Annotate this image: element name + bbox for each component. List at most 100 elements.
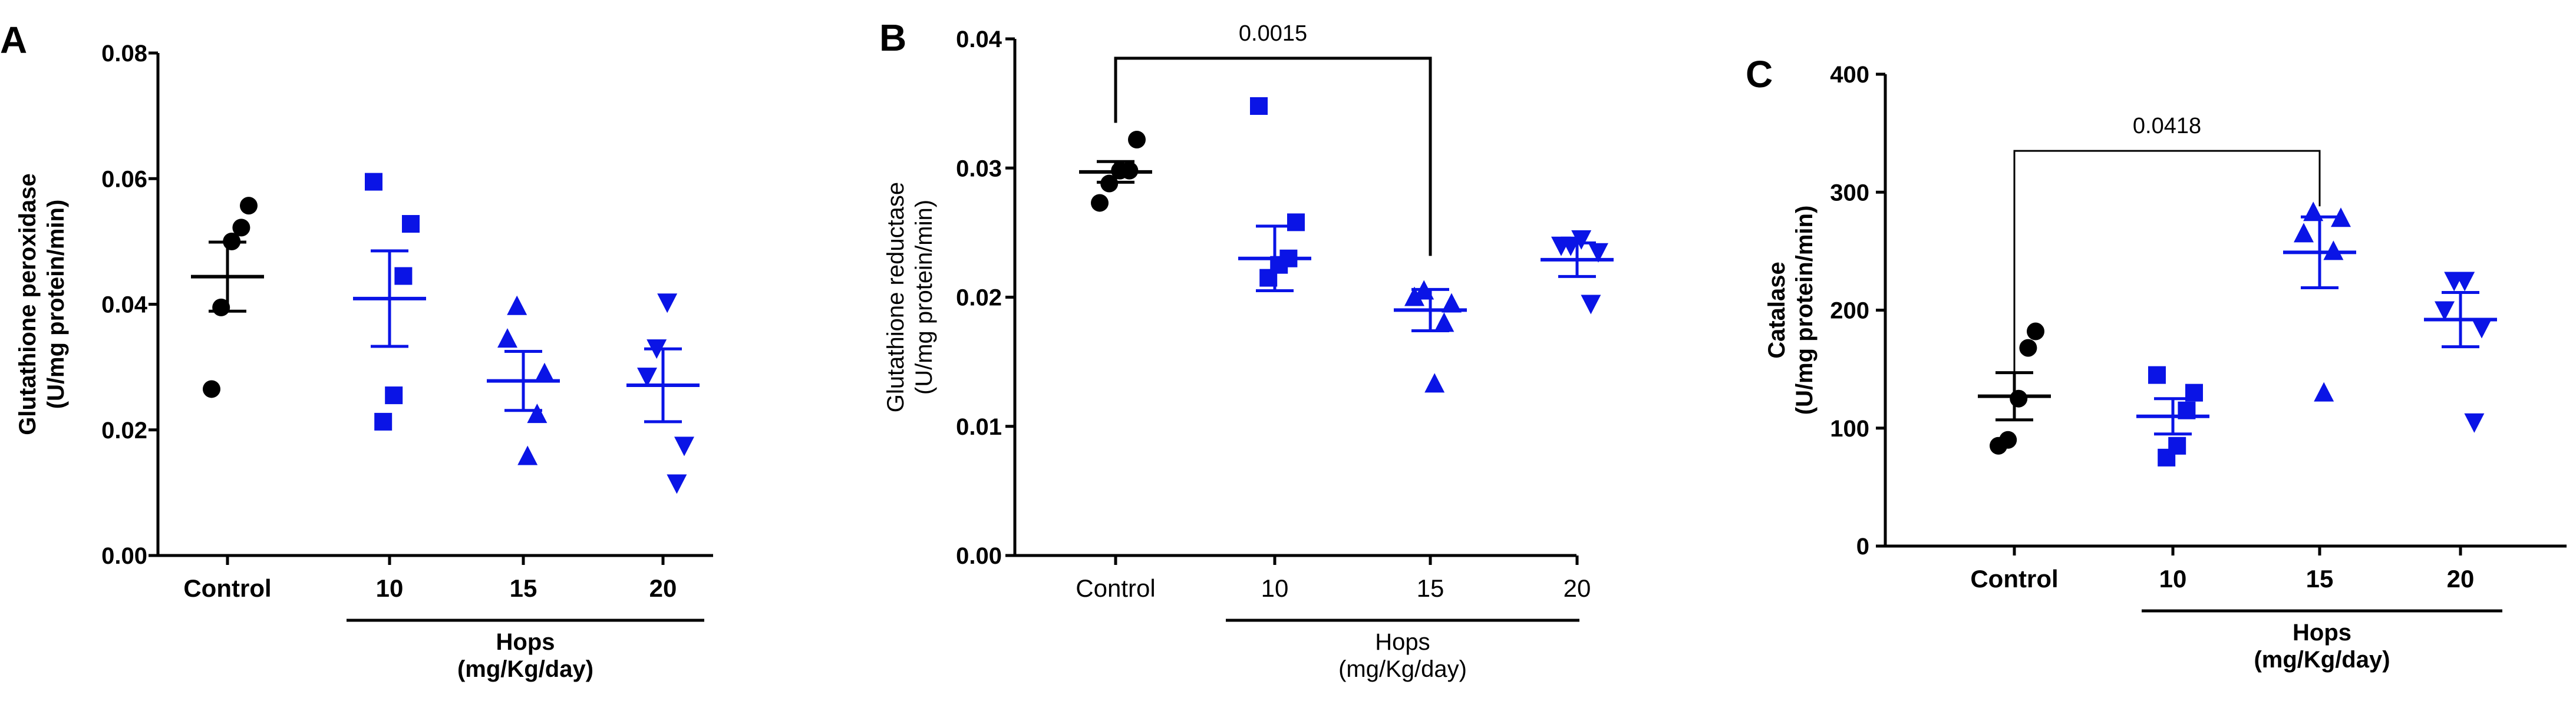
y-axis-unit: (U/mg protein/min): [1792, 206, 1818, 415]
panel-letter: C: [1746, 53, 1773, 95]
y-tick-label: 0.02: [101, 418, 147, 444]
data-point: [1434, 312, 1454, 332]
data-point: [2455, 272, 2475, 292]
data-point: [674, 437, 694, 457]
data-point: [535, 362, 555, 382]
x-category-label: Control: [183, 574, 271, 602]
data-point: [402, 215, 420, 233]
y-tick-label: 0.00: [101, 543, 147, 569]
data-point: [1128, 131, 1146, 149]
x-category-label: 15: [1417, 574, 1444, 602]
x-category-label: 10: [2159, 565, 2187, 593]
data-point: [1250, 97, 1268, 115]
data-point: [2464, 413, 2485, 433]
data-point: [507, 295, 527, 315]
p-value-label: 0.0418: [2133, 114, 2201, 138]
data-point: [385, 386, 403, 405]
x-category-label: 20: [649, 574, 677, 602]
series-10: [2136, 366, 2209, 467]
y-tick-label: 300: [1830, 180, 1869, 206]
y-tick-label: 0.06: [101, 166, 147, 192]
data-point: [232, 219, 250, 237]
y-tick-label: 0.01: [956, 414, 1002, 440]
x-category-label: 20: [2447, 565, 2475, 593]
data-point: [517, 445, 538, 465]
series-control: [1978, 322, 2051, 455]
data-point: [2010, 389, 2028, 408]
data-point: [2019, 339, 2037, 357]
data-point: [1581, 295, 1601, 315]
data-point: [1424, 373, 1445, 393]
data-point: [2331, 207, 2351, 227]
series-15: [2283, 201, 2356, 402]
series-20: [1541, 230, 1614, 315]
data-point: [2323, 240, 2344, 260]
data-point: [1442, 293, 1462, 313]
data-point: [374, 412, 392, 431]
data-point: [497, 328, 517, 348]
x-category-label: Control: [1076, 574, 1155, 602]
y-axis-unit: (U/mg protein/min): [43, 200, 69, 409]
data-point: [240, 197, 258, 215]
x-category-label: 10: [376, 574, 404, 602]
y-tick-label: 0.08: [101, 41, 147, 67]
y-tick-label: 0.04: [956, 27, 1002, 52]
data-point: [657, 293, 678, 313]
y-tick-label: 400: [1830, 62, 1869, 88]
panel-letter: A: [0, 19, 27, 61]
y-tick-label: 100: [1830, 416, 1869, 442]
x-category-label: 10: [1261, 574, 1289, 602]
x-category-label: 15: [2306, 565, 2334, 593]
y-tick-label: 0.03: [956, 156, 1002, 181]
group-label: Hops: [496, 629, 555, 655]
data-point: [1091, 194, 1109, 212]
series-10: [353, 173, 426, 431]
panel-c: C 0 100 200 300 400 Catalase (U/mg protein/min)…: [1746, 53, 2567, 673]
data-point: [2294, 223, 2314, 243]
panel-b: B 0.00 0.01 0.02 0.03 0.04 Glutathione reducta…: [879, 16, 1614, 682]
data-point: [1999, 431, 2017, 449]
group-unit: (mg/Kg/day): [457, 656, 593, 682]
group-label: Hops: [1375, 629, 1430, 655]
y-tick-label: 0.00: [956, 543, 1002, 569]
data-point: [394, 267, 413, 285]
data-point: [1571, 230, 1592, 250]
significance-bracket: [1114, 57, 1432, 256]
y-tick-label: 200: [1830, 298, 1869, 324]
data-point: [2314, 382, 2334, 402]
data-point: [2472, 319, 2492, 339]
data-point: [2027, 322, 2044, 340]
series-control: [1079, 131, 1152, 212]
series-15: [1394, 280, 1467, 393]
group-unit: (mg/Kg/day): [2254, 647, 2390, 673]
x-category-label: 15: [510, 574, 537, 602]
series-20: [2424, 272, 2497, 433]
x-category-label: 20: [1564, 574, 1591, 602]
panel-a: A 0.00 0.02 0.04 0.06 0.08 Glutathione peroxid…: [0, 19, 713, 682]
y-tick-label: 0.02: [956, 285, 1002, 311]
data-point: [1287, 213, 1305, 232]
y-axis-title: Glutathione peroxidase: [15, 173, 41, 435]
p-value-label: 0.0015: [1239, 21, 1307, 46]
series-10: [1238, 97, 1311, 293]
series-control: [191, 197, 264, 398]
panel-letter: B: [879, 16, 906, 59]
x-category-label: Control: [1970, 565, 2058, 593]
data-point: [1404, 286, 1424, 306]
y-tick-label: 0.04: [101, 292, 148, 318]
series-15: [487, 295, 560, 465]
significance-bracket: [2013, 150, 2321, 375]
data-point: [2435, 301, 2455, 321]
data-point: [2168, 437, 2186, 455]
group-unit: (mg/Kg/day): [1338, 656, 1467, 682]
group-label: Hops: [2293, 620, 2351, 646]
data-point: [2148, 366, 2166, 384]
data-point: [637, 368, 657, 388]
data-point: [365, 173, 382, 191]
y-tick-label: 0: [1856, 534, 1869, 560]
series-20: [626, 293, 700, 494]
y-axis-title: Glutathione reductase: [883, 182, 909, 412]
data-point: [203, 380, 220, 398]
data-point: [1588, 243, 1608, 263]
